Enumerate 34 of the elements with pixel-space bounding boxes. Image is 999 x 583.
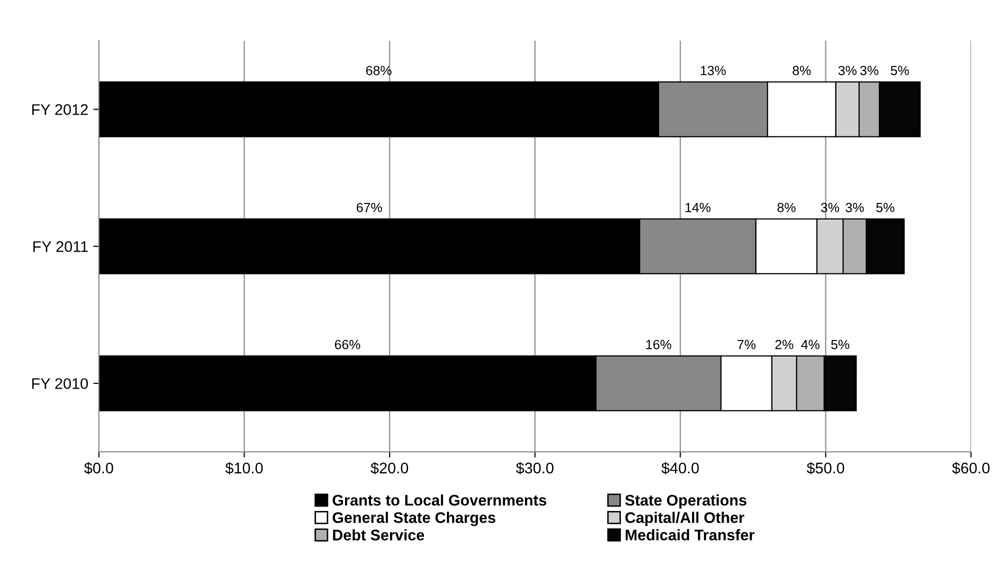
annotation: 2%: [775, 340, 794, 350]
annotation: 16%: [646, 340, 672, 350]
legend-label: Grants to Local Governments: [332, 494, 546, 506]
y-tick-label: FY 2010: [32, 378, 88, 390]
legend-label: State Operations: [625, 494, 746, 509]
annotation: 3%: [821, 202, 840, 212]
y-tick-label: FY 2011: [33, 241, 88, 252]
legend-label: Capital/All Other: [625, 512, 744, 526]
x-tick-label: $60.0: [952, 462, 990, 474]
annotation: 3%: [846, 202, 864, 212]
x-tick-label: $40.0: [661, 462, 699, 474]
annotation: 14%: [686, 202, 710, 212]
annotation: 68%: [366, 66, 392, 76]
annotation: 5%: [831, 340, 850, 350]
annotation: 66%: [334, 340, 360, 350]
annotation: 8%: [792, 66, 811, 76]
y-tick-label: FY 2012: [32, 104, 88, 115]
legend-label: Debt Service: [333, 529, 424, 540]
annotation: 5%: [890, 66, 909, 76]
annotation: 3%: [860, 66, 878, 76]
annotation: 7%: [738, 340, 756, 350]
x-tick-label: $50.0: [806, 462, 844, 474]
annotation: 67%: [356, 202, 382, 212]
x-tick-label: $30.0: [516, 462, 554, 474]
annotation: 5%: [876, 202, 894, 212]
legend-label: General State Charges: [332, 512, 496, 526]
annotation: 8%: [777, 202, 796, 212]
annotation: 4%: [801, 340, 820, 350]
annotation: 13%: [700, 66, 726, 76]
x-tick-label: $10.0: [225, 462, 263, 474]
annotation: 3%: [838, 66, 857, 76]
x-tick-label: $20.0: [370, 462, 408, 474]
x-tick-label: $0.0: [84, 462, 114, 474]
legend-label: Medicaid Transfer: [626, 529, 754, 540]
